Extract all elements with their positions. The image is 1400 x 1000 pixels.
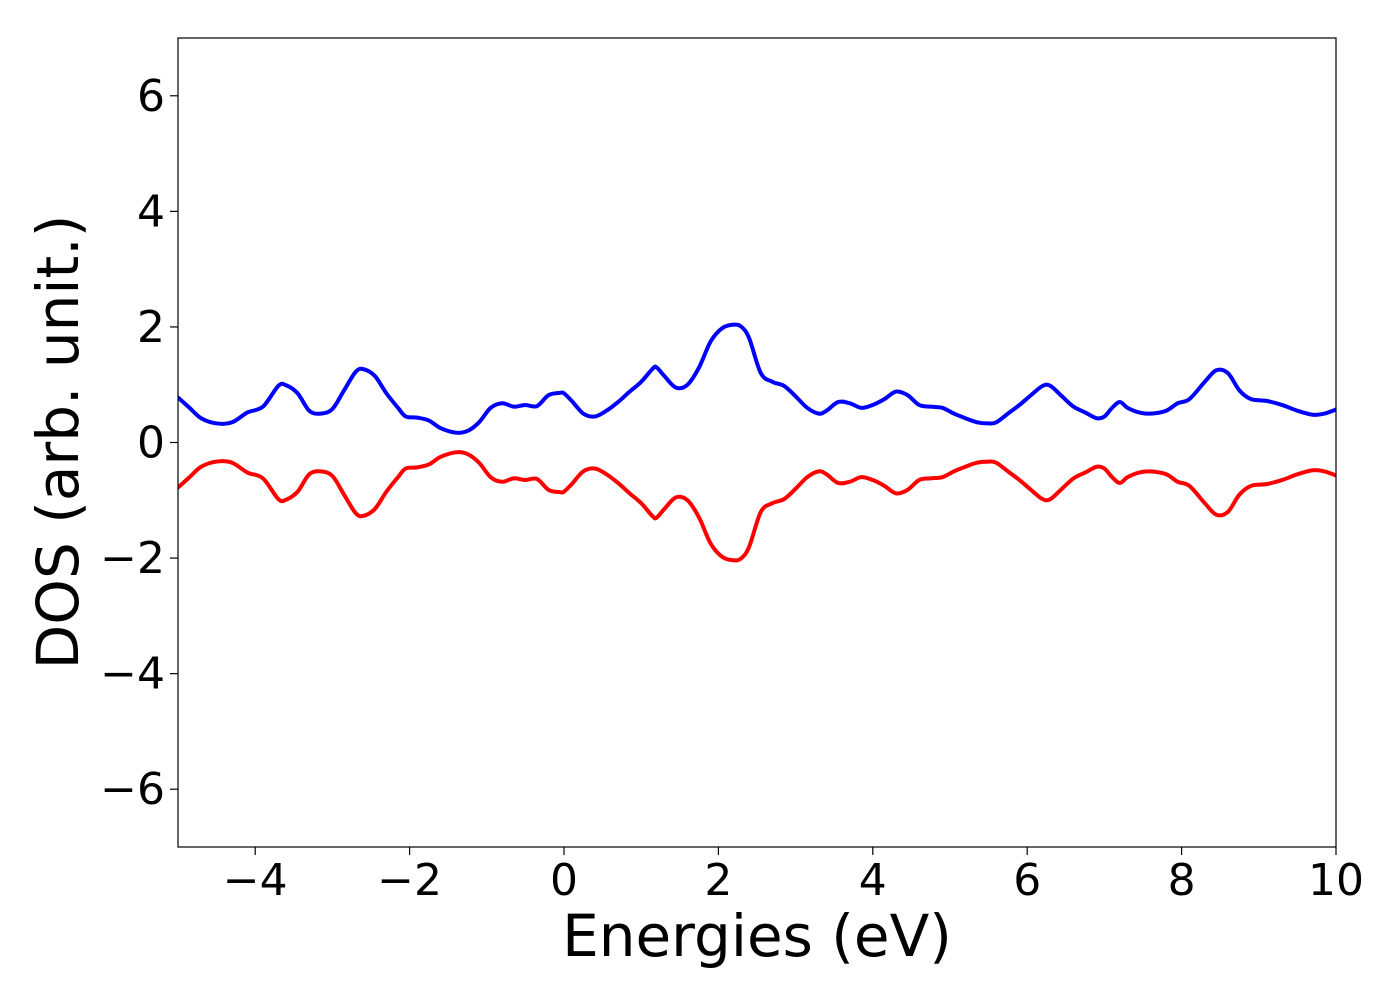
- y-tick-label: −2: [100, 533, 165, 584]
- y-tick-label: 0: [137, 418, 165, 469]
- x-tick-label: −2: [377, 855, 442, 906]
- y-axis-ticks: −6 −4 −2 0 2 4 6: [100, 71, 178, 815]
- x-axis-title: Energies (eV): [562, 902, 952, 970]
- dos-up-line: [178, 322, 1336, 435]
- y-tick-label: 6: [137, 71, 165, 122]
- x-tick-label: 10: [1308, 855, 1364, 906]
- x-tick-label: 8: [1168, 855, 1196, 906]
- dos-down-line: [178, 450, 1336, 563]
- x-tick-label: 0: [550, 855, 578, 906]
- y-tick-label: −4: [100, 649, 165, 700]
- y-tick-label: −6: [100, 764, 165, 815]
- x-tick-label: 6: [1013, 855, 1041, 906]
- y-tick-label: 2: [137, 302, 165, 353]
- x-tick-label: 4: [859, 855, 887, 906]
- y-tick-label: 4: [137, 186, 165, 237]
- x-tick-label: 2: [704, 855, 732, 906]
- x-tick-label: −4: [223, 855, 288, 906]
- series-lines: [178, 322, 1336, 563]
- plot-frame: [177, 37, 1337, 848]
- y-axis-title: DOS (arb. unit.): [24, 215, 92, 670]
- x-axis-ticks: −4 −2 0 2 4 6 8 10: [223, 847, 1364, 906]
